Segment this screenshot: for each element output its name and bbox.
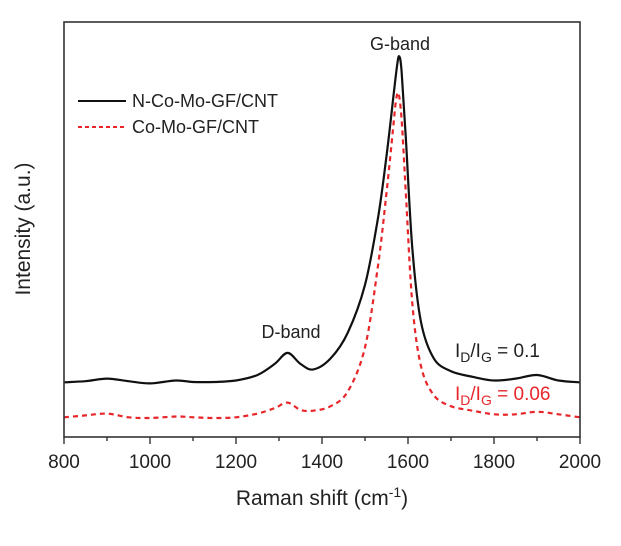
ratio2-value: = 0.06	[492, 384, 551, 405]
ratio-n-co-mo: ID/IG = 0.1	[455, 341, 540, 365]
x-tick-label: 1200	[215, 452, 257, 473]
ratio2-sub-g: G	[481, 392, 492, 408]
ratio-sub-g: G	[481, 349, 492, 365]
x-axis-title: Raman shift (cm-1)	[236, 484, 408, 510]
x-tick-label: 1600	[387, 452, 429, 473]
ratio-sub-d: D	[460, 349, 470, 365]
x-axis-title-main: Raman shift (cm	[236, 487, 389, 510]
ratio-slash: /I	[470, 341, 481, 362]
series-line-n-co-mo-gf-cnt	[63, 55, 581, 385]
plot-frame	[63, 21, 581, 438]
ratio-i-1: I	[455, 341, 460, 362]
legend: N-Co-Mo-GF/CNT Co-Mo-GF/CNT	[78, 91, 278, 137]
series-line-co-mo-gf-cnt	[63, 91, 581, 420]
x-ticks: 800 1000 1200 1400 1600 1800 2000	[48, 437, 601, 473]
legend-label-co-mo: Co-Mo-GF/CNT	[132, 117, 259, 137]
y-axis-title: Intensity (a.u.)	[12, 162, 35, 295]
x-tick-label: 2000	[559, 452, 601, 473]
x-tick-label: 1000	[129, 452, 171, 473]
ratio2-i-1: I	[455, 384, 460, 405]
legend-label-n-co-mo: N-Co-Mo-GF/CNT	[132, 91, 278, 111]
x-tick-label: 1400	[301, 452, 343, 473]
ratio-co-mo: ID/IG = 0.06	[455, 384, 551, 408]
x-tick-label: 800	[48, 452, 80, 473]
g-band-label: G-band	[370, 34, 430, 54]
d-band-label: D-band	[261, 322, 320, 342]
ratio2-slash: /I	[470, 384, 481, 405]
x-tick-label: 1800	[473, 452, 515, 473]
ratio2-sub-d: D	[460, 392, 470, 408]
x-axis-title-sup: -1	[389, 484, 402, 500]
curves-layer	[63, 55, 581, 420]
ratio-value: = 0.1	[492, 341, 540, 362]
x-axis-title-end: )	[401, 487, 408, 510]
